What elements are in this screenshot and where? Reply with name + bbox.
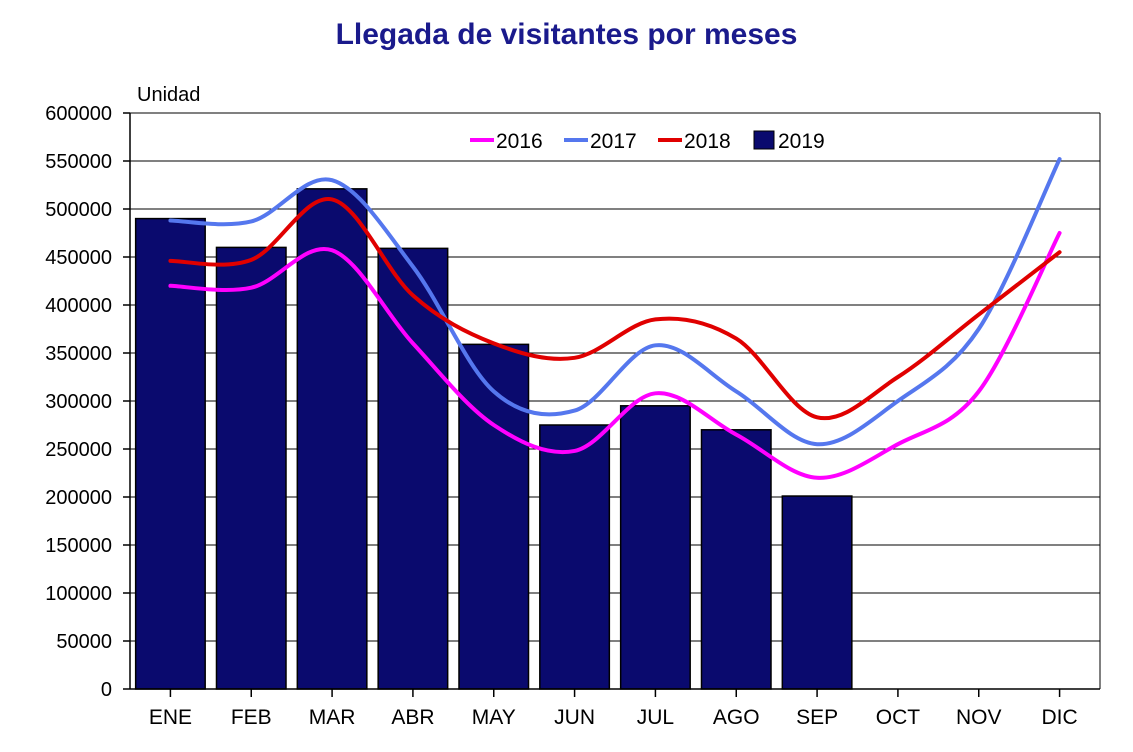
- y-tick-label: 450000: [45, 247, 112, 269]
- x-tick-label-may: MAY: [472, 706, 516, 729]
- bar-2019-abr: [377, 247, 449, 690]
- y-tick-label: 200000: [45, 487, 112, 509]
- x-tick-label-ene: ENE: [149, 706, 192, 729]
- x-tick-label-feb: FEB: [231, 706, 272, 729]
- legend-label-2016: 2016: [496, 130, 543, 153]
- y-tick-label: 150000: [45, 535, 112, 557]
- tick-labels: 0 50000 100000 150000 200000 250000 300000 3500…: [45, 103, 1077, 729]
- x-tick-label-nov: NOV: [956, 706, 1002, 729]
- x-tick-label-mar: MAR: [309, 706, 356, 729]
- bar-2019-ene: [134, 217, 206, 690]
- y-tick-label: 50000: [56, 631, 112, 653]
- y-tick-label: 250000: [45, 439, 112, 461]
- y-tick-label: 350000: [45, 343, 112, 365]
- line-series-2017: [168, 157, 1062, 447]
- x-tick-label-jun: JUN: [554, 706, 595, 729]
- x-tick-label-sep: SEP: [796, 706, 838, 729]
- gridlines: [130, 112, 1100, 642]
- line-series-2016: [168, 231, 1062, 480]
- bar-2019-feb: [215, 246, 287, 690]
- y-tick-label: 300000: [45, 391, 112, 413]
- x-tick-label-jul: JUL: [637, 706, 674, 729]
- x-tick-label-abr: ABR: [391, 706, 434, 729]
- y-tick-label: 600000: [45, 103, 112, 125]
- line-series-2018: [168, 197, 1062, 421]
- y-tick-label: 100000: [45, 583, 112, 605]
- legend-label-2018: 2018: [684, 130, 731, 153]
- y-tick-label: 0: [101, 679, 112, 701]
- axes: [123, 112, 1101, 697]
- bar-2019-mar: [296, 188, 368, 690]
- bars-2019: [134, 188, 853, 690]
- legend-swatch-2019: [753, 130, 775, 150]
- x-tick-label-dic: DIC: [1041, 706, 1077, 729]
- bar-2019-jun: [539, 424, 611, 690]
- y-tick-label: 550000: [45, 151, 112, 173]
- x-tick-label-oct: OCT: [876, 706, 921, 729]
- bar-2019-sep: [781, 495, 853, 690]
- chart-title: Llegada de visitantes por meses: [335, 18, 798, 51]
- bar-2019-ago: [700, 429, 772, 690]
- y-axis-unit-label: Unidad: [137, 84, 200, 106]
- legend-label-2017: 2017: [590, 130, 637, 153]
- legend: 2016 2017 2018 2019: [470, 130, 825, 153]
- legend-label-2019: 2019: [778, 130, 825, 153]
- y-tick-label: 500000: [45, 199, 112, 221]
- series-lines: [168, 157, 1062, 480]
- bar-2019-may: [458, 343, 530, 690]
- bar-2019-jul: [619, 405, 691, 690]
- x-tick-label-ago: AGO: [713, 706, 760, 729]
- y-tick-label: 400000: [45, 295, 112, 317]
